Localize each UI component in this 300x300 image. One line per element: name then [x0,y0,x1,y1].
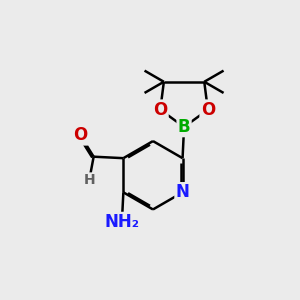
Text: NH₂: NH₂ [104,213,140,231]
Text: O: O [153,101,167,119]
Text: O: O [73,126,87,144]
Text: N: N [176,183,190,201]
Text: H: H [83,173,95,188]
Text: O: O [201,101,215,119]
Text: B: B [178,118,190,136]
